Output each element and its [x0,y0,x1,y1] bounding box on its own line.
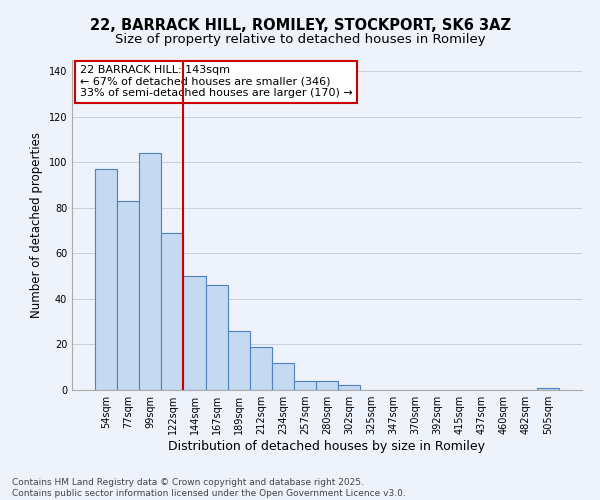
Bar [139,154,161,390]
Y-axis label: Number of detached properties: Number of detached properties [30,132,43,318]
Bar [272,362,294,390]
Text: 22, BARRACK HILL, ROMILEY, STOCKPORT, SK6 3AZ: 22, BARRACK HILL, ROMILEY, STOCKPORT, SK… [89,18,511,32]
Bar [95,169,117,390]
Bar [206,286,227,390]
Bar [227,331,250,390]
Bar [161,233,184,390]
Bar [316,381,338,390]
Bar [250,347,272,390]
Bar [537,388,559,390]
Text: 22 BARRACK HILL: 143sqm
← 67% of detached houses are smaller (346)
33% of semi-d: 22 BARRACK HILL: 143sqm ← 67% of detache… [80,65,352,98]
Bar [338,386,360,390]
Bar [294,381,316,390]
Bar [117,201,139,390]
Text: Contains HM Land Registry data © Crown copyright and database right 2025.
Contai: Contains HM Land Registry data © Crown c… [12,478,406,498]
X-axis label: Distribution of detached houses by size in Romiley: Distribution of detached houses by size … [169,440,485,453]
Bar [184,276,206,390]
Text: Size of property relative to detached houses in Romiley: Size of property relative to detached ho… [115,32,485,46]
